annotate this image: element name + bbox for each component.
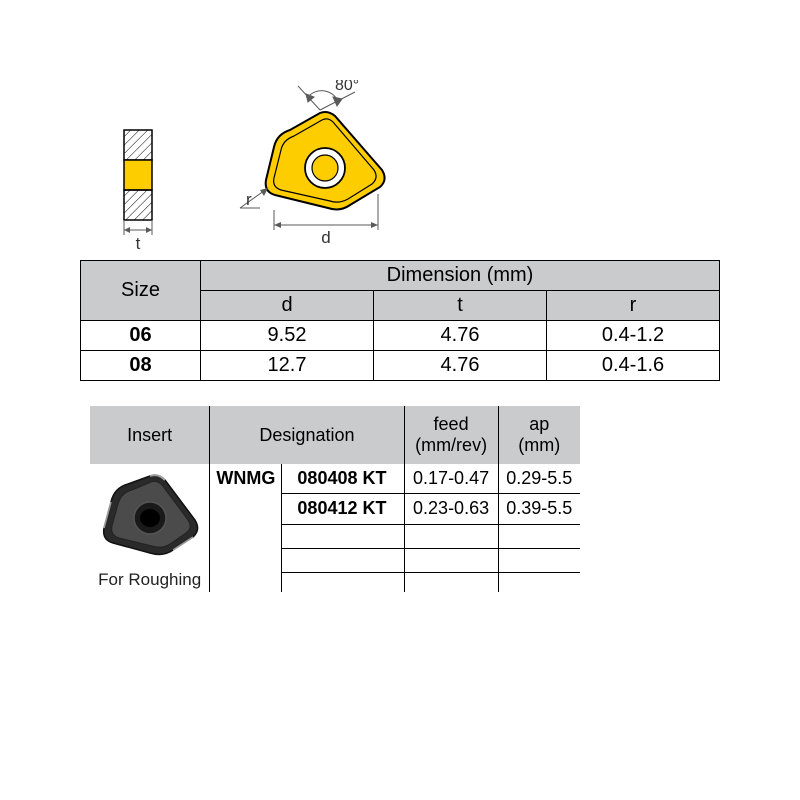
d-label: d [321, 228, 330, 247]
d-cell: 12.7 [201, 351, 374, 381]
t-cell: 4.76 [374, 351, 547, 381]
table-row: Insert Designation feed (mm/rev) ap (mm) [90, 406, 580, 464]
code-cell: 080408 KT [282, 464, 404, 494]
size-cell: 08 [81, 351, 201, 381]
feed-cell: 0.17-0.47 [404, 464, 498, 494]
ap-header: ap (mm) [498, 406, 580, 464]
col-r: r [547, 291, 720, 321]
technical-diagrams: t 80° [80, 80, 720, 255]
insert-table: Insert Designation feed (mm/rev) ap (mm) [90, 406, 580, 592]
t-cell: 4.76 [374, 321, 547, 351]
feed-cell: 0.23-0.63 [404, 494, 498, 524]
r-cell: 0.4-1.6 [547, 351, 720, 381]
insert-image [94, 470, 205, 570]
size-cell: 06 [81, 321, 201, 351]
designation-header: Designation [210, 406, 404, 464]
r-label: r [246, 190, 252, 209]
table-row: 08 12.7 4.76 0.4-1.6 [81, 351, 720, 381]
dimension-header: Dimension (mm) [201, 261, 720, 291]
insert-caption: For Roughing [94, 570, 205, 590]
table-row: For Roughing WNMG 080408 KT 0.17-0.47 0.… [90, 464, 580, 494]
angle-label: 80° [335, 80, 359, 94]
col-d: d [201, 291, 374, 321]
t-label: t [136, 234, 141, 253]
series-cell: WNMG [210, 464, 282, 572]
ap-cell: 0.39-5.5 [498, 494, 580, 524]
d-cell: 9.52 [201, 321, 374, 351]
code-cell: 080412 KT [282, 494, 404, 524]
side-view-diagram: t [110, 125, 180, 255]
top-view-diagram: 80° r d [220, 80, 440, 255]
ap-cell: 0.29-5.5 [498, 464, 580, 494]
size-header: Size [81, 261, 201, 321]
table-row: Size Dimension (mm) [81, 261, 720, 291]
table-row: 06 9.52 4.76 0.4-1.2 [81, 321, 720, 351]
insert-header: Insert [90, 406, 210, 464]
dimension-table: Size Dimension (mm) d t r 06 9.52 4.76 0… [80, 260, 720, 381]
r-cell: 0.4-1.2 [547, 321, 720, 351]
feed-header: feed (mm/rev) [404, 406, 498, 464]
col-t: t [374, 291, 547, 321]
